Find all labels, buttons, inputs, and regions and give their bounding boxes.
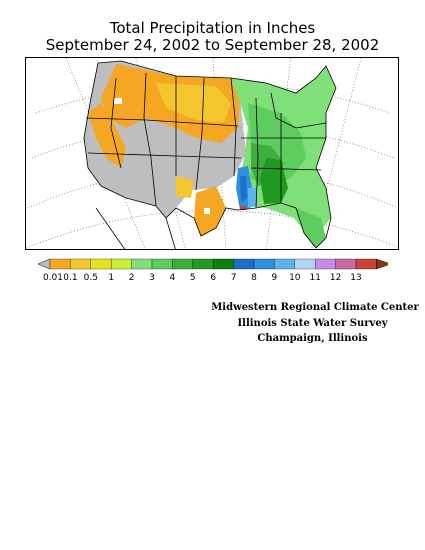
legend-swatch — [274, 258, 295, 270]
legend-label: 7 — [231, 273, 237, 283]
legend-below-arrow — [38, 258, 51, 270]
legend-swatch — [131, 258, 153, 270]
legend-label: 3 — [149, 273, 155, 283]
precip-legend: 0.01 0.1 0.5 1 2 3 4 5 6 7 8 9 10 11 12 13 — [38, 258, 388, 283]
legend-swatch — [172, 258, 193, 270]
legend-color-bar — [38, 258, 388, 270]
legend-label: 10 — [289, 273, 301, 283]
us-map-svg — [26, 58, 398, 249]
legend-label: 9 — [272, 273, 278, 283]
legend-swatch — [90, 258, 112, 270]
legend-swatch — [294, 258, 316, 270]
legend-labels: 0.01 0.1 0.5 1 2 3 4 5 6 7 8 9 10 11 12 13 — [43, 273, 362, 283]
legend-label: 1 — [108, 273, 114, 283]
legend-swatch — [49, 258, 71, 270]
legend-label: 4 — [170, 273, 176, 283]
legend-label: 2 — [129, 273, 135, 283]
state-borders — [83, 60, 337, 249]
legend-label: 12 — [330, 273, 341, 283]
legend-swatch — [111, 258, 132, 270]
legend-swatch — [253, 258, 275, 270]
legend-label: 0.01 — [43, 273, 63, 283]
map-title: Total Precipitation in Inches — [109, 19, 316, 37]
legend-label: 13 — [350, 273, 361, 283]
legend-swatch — [335, 258, 357, 270]
legend-label: 0.1 — [63, 273, 77, 283]
legend-swatch — [213, 258, 234, 270]
legend-swatch — [70, 258, 91, 270]
credit-org: Midwestern Regional Climate Center — [211, 302, 419, 313]
legend-swatch — [315, 258, 336, 270]
legend-label: 11 — [309, 273, 320, 283]
precipitation-map — [25, 57, 399, 250]
legend-label: 6 — [210, 273, 216, 283]
legend-swatch — [192, 258, 214, 270]
legend-swatch — [233, 258, 255, 270]
date-range-title: September 24, 2002 to September 28, 2002 — [45, 36, 380, 54]
legend-swatch — [151, 258, 173, 270]
legend-label: 5 — [190, 273, 196, 283]
credit-location: Champaign, Illinois — [257, 333, 368, 344]
precip-fill — [84, 61, 336, 248]
legend-label: 8 — [251, 273, 257, 283]
credit-survey: Illinois State Water Survey — [237, 318, 388, 329]
legend-above-arrow — [376, 258, 388, 270]
legend-label: 0.5 — [84, 273, 98, 283]
legend-swatch — [355, 258, 377, 270]
